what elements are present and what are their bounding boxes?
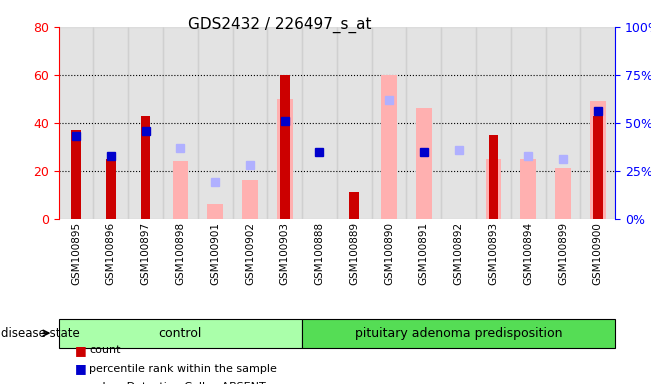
Bar [555,169,571,219]
Bar [106,159,116,219]
Text: disease state: disease state [1,327,79,339]
Bar [277,99,292,219]
Text: percentile rank within the sample: percentile rank within the sample [89,364,277,374]
Bar [581,27,615,219]
Text: ■: ■ [75,381,87,384]
Bar [372,27,406,219]
Bar [302,27,337,219]
Bar [441,27,476,219]
Bar [416,108,432,219]
Bar [590,101,605,219]
Bar [546,27,581,219]
Bar [593,116,603,219]
Text: ■: ■ [75,344,87,357]
Bar [242,180,258,219]
Text: pituitary adenoma predisposition: pituitary adenoma predisposition [355,327,562,339]
Bar [350,192,359,219]
Bar [511,27,546,219]
Bar [337,27,372,219]
Bar [128,27,163,219]
Bar [381,75,397,219]
Text: count: count [89,345,120,355]
Bar [488,135,498,219]
Bar [93,27,128,219]
Bar [486,159,501,219]
Bar [280,75,290,219]
Text: ■: ■ [75,362,87,375]
Bar [232,27,268,219]
Bar [163,27,198,219]
Bar [173,161,188,219]
Text: value, Detection Call = ABSENT: value, Detection Call = ABSENT [89,382,266,384]
Bar [59,27,93,219]
Bar [141,116,150,219]
Bar [71,130,81,219]
Bar [476,27,511,219]
Text: control: control [159,327,202,339]
Bar [198,27,232,219]
Bar [406,27,441,219]
Bar [520,159,536,219]
Bar [207,204,223,219]
Text: GDS2432 / 226497_s_at: GDS2432 / 226497_s_at [188,17,372,33]
Bar [268,27,302,219]
